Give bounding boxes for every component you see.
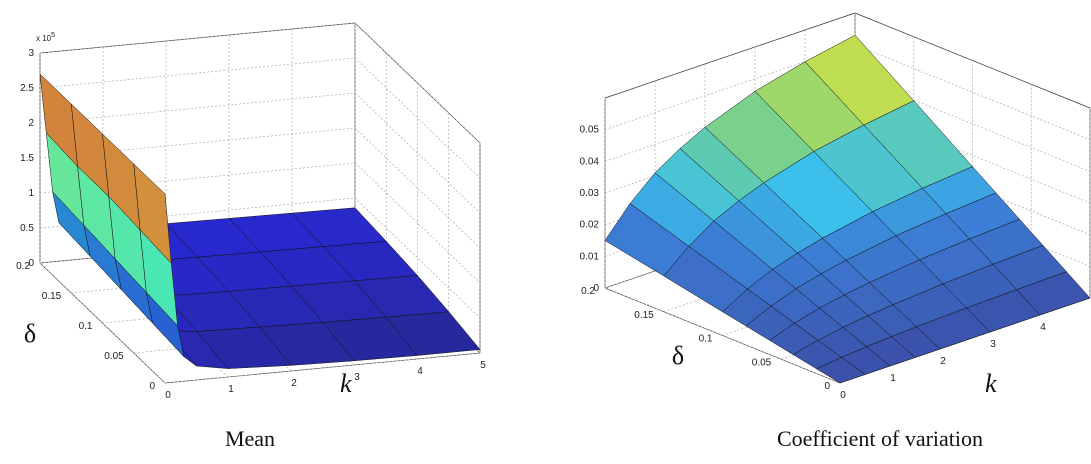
- y-tick-label: 0.1: [699, 334, 713, 345]
- x-axis-label: k: [985, 369, 997, 398]
- y-tick-label: 0.15: [634, 310, 654, 321]
- z-tick-label: 2: [28, 118, 34, 129]
- z-scale-exponent: 5: [51, 32, 55, 39]
- x-tick-label: 3: [990, 339, 996, 350]
- y-tick-label: 0.1: [79, 321, 93, 332]
- y-tick-label: 0: [824, 381, 830, 392]
- chart-title: Coefficient of variation: [777, 426, 983, 451]
- z-tick-label: 0.03: [580, 188, 600, 199]
- x-axis-label: k: [340, 369, 352, 398]
- y-tick-label: 0.05: [752, 357, 772, 368]
- grid-line: [354, 162, 481, 284]
- axis-box: [604, 12, 856, 99]
- z-tick-label: 0.04: [580, 156, 600, 167]
- x-tick-label: 2: [291, 378, 297, 389]
- y-tick-label: 0: [149, 381, 155, 392]
- x-tick-label: 2: [940, 356, 946, 367]
- z-tick-label: 2.5: [20, 83, 34, 94]
- grid-line: [354, 57, 481, 179]
- y-axis-label: δ: [24, 319, 36, 348]
- z-tick-label: 0: [593, 283, 599, 294]
- z-scale-base: x 10: [36, 34, 52, 43]
- x-tick-label: 5: [480, 360, 486, 371]
- x-tick-label: 0: [840, 390, 846, 401]
- grid-line: [354, 197, 481, 319]
- z-tick-label: 0: [28, 258, 34, 269]
- surface-chart: 0123400.050.10.150.200.010.020.030.040.0…: [580, 12, 1091, 451]
- z-tick-label: 1: [28, 188, 34, 199]
- y-tick-label: 0.2: [16, 261, 30, 272]
- surface-face: [816, 357, 866, 384]
- chart-title: Mean: [225, 426, 275, 451]
- grid-line: [39, 22, 356, 54]
- z-tick-label: 0.02: [580, 220, 600, 231]
- z-tick-label: 3: [28, 48, 34, 59]
- y-tick-label: 0.2: [581, 286, 595, 297]
- surface-face: [133, 163, 172, 264]
- x-tick-label: 3: [354, 372, 360, 383]
- x-tick-label: 4: [1040, 322, 1046, 333]
- grid-line: [164, 352, 481, 384]
- z-tick-label: 1.5: [20, 153, 34, 164]
- x-tick-label: 1: [890, 373, 896, 384]
- grid-line: [39, 92, 356, 124]
- grid-line: [354, 22, 481, 144]
- grid-line: [39, 57, 356, 89]
- x-tick-label: 4: [417, 366, 423, 377]
- z-tick-label: 0.05: [580, 125, 600, 136]
- z-tick-label: 0.01: [580, 251, 600, 262]
- grid-line: [39, 262, 166, 384]
- grid-line: [354, 127, 481, 249]
- z-scale-label: x 105: [36, 32, 55, 43]
- y-axis-label: δ: [672, 341, 684, 370]
- grid-line: [354, 92, 481, 214]
- z-tick-label: 0.5: [20, 223, 34, 234]
- y-tick-label: 0.15: [42, 291, 62, 302]
- x-tick-label: 0: [165, 390, 171, 401]
- y-tick-label: 0.05: [104, 351, 124, 362]
- x-tick-label: 1: [228, 384, 234, 395]
